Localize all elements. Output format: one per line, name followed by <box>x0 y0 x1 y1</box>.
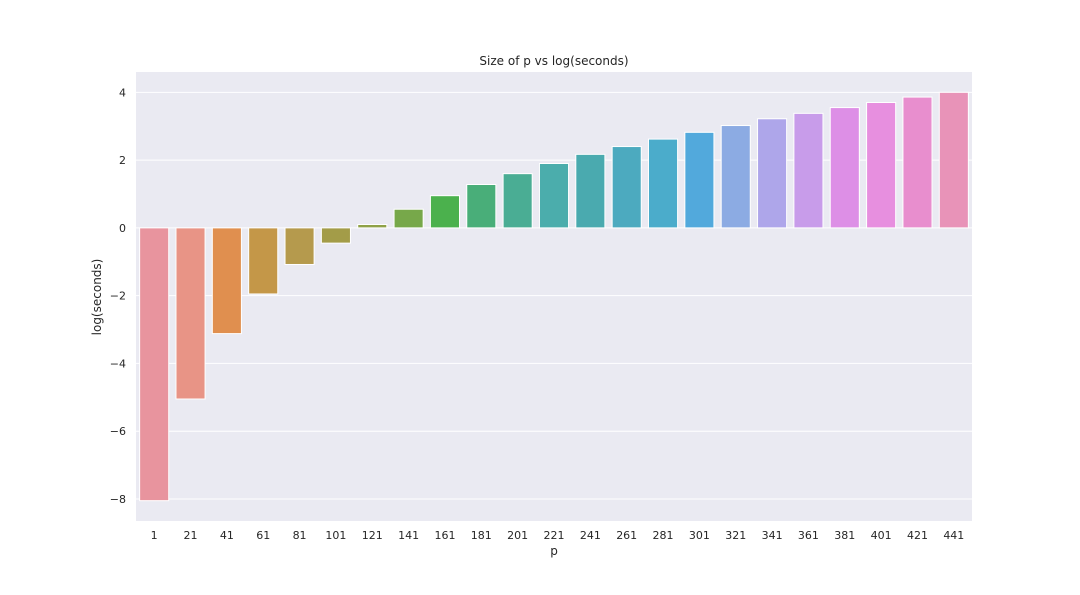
bar-181 <box>466 184 497 229</box>
x-tick-label: 141 <box>398 529 419 542</box>
bar-1 <box>139 227 170 502</box>
x-tick-label: 101 <box>325 529 346 542</box>
bars <box>139 91 969 502</box>
x-tick-labels: 1 21 41 61 81 101 121 141 161 181 201 221 241 261 281 3… <box>151 529 965 542</box>
x-tick-label: 341 <box>762 529 783 542</box>
bar-261 <box>611 146 642 229</box>
x-tick-label: 181 <box>471 529 492 542</box>
y-tick-label: −6 <box>110 425 126 438</box>
x-tick-label: 421 <box>907 529 928 542</box>
bar-441 <box>938 91 969 229</box>
x-tick-label: 41 <box>220 529 234 542</box>
x-tick-label: 281 <box>653 529 674 542</box>
y-tick-label: 4 <box>119 86 126 99</box>
bar-241 <box>575 153 606 229</box>
x-tick-label: 321 <box>725 529 746 542</box>
bar-141 <box>393 208 424 229</box>
x-axis-label: p <box>550 544 558 558</box>
chart-title: Size of p vs log(seconds) <box>479 54 628 68</box>
y-tick-label: 0 <box>119 222 126 235</box>
x-tick-label: 441 <box>943 529 964 542</box>
bar-421 <box>902 96 933 229</box>
x-tick-label: 201 <box>507 529 528 542</box>
x-tick-label: 1 <box>151 529 158 542</box>
x-tick-label: 121 <box>362 529 383 542</box>
bar-401 <box>866 101 897 229</box>
bar-101 <box>320 227 351 244</box>
y-tick-label: −4 <box>110 357 126 370</box>
y-tick-label: −2 <box>110 290 126 303</box>
y-tick-label: 2 <box>119 154 126 167</box>
bar-341 <box>757 118 788 229</box>
bar-61 <box>248 227 279 295</box>
x-tick-label: 361 <box>798 529 819 542</box>
bar-361 <box>793 112 824 229</box>
bar-281 <box>648 138 679 229</box>
x-tick-label: 401 <box>871 529 892 542</box>
bar-161 <box>429 195 460 229</box>
bar-221 <box>538 162 570 229</box>
x-tick-label: 81 <box>293 529 307 542</box>
bar-301 <box>684 131 715 229</box>
x-tick-label: 261 <box>616 529 637 542</box>
x-tick-label: 221 <box>544 529 565 542</box>
x-tick-label: 381 <box>834 529 855 542</box>
bar-41 <box>211 227 242 335</box>
y-tick-label: −8 <box>110 493 126 506</box>
x-tick-label: 241 <box>580 529 601 542</box>
y-tick-labels: 4 2 0 −2 −4 −6 −8 <box>110 86 126 506</box>
bar-321 <box>720 125 751 229</box>
bar-201 <box>502 173 533 229</box>
bar-81 <box>284 227 315 265</box>
x-tick-label: 161 <box>434 529 455 542</box>
bar-121 <box>357 223 388 229</box>
x-tick-label: 21 <box>184 529 198 542</box>
bar-381 <box>829 107 860 229</box>
y-axis-label: log(seconds) <box>90 259 104 336</box>
x-tick-label: 61 <box>256 529 270 542</box>
bar-21 <box>175 227 206 400</box>
x-tick-label: 301 <box>689 529 710 542</box>
